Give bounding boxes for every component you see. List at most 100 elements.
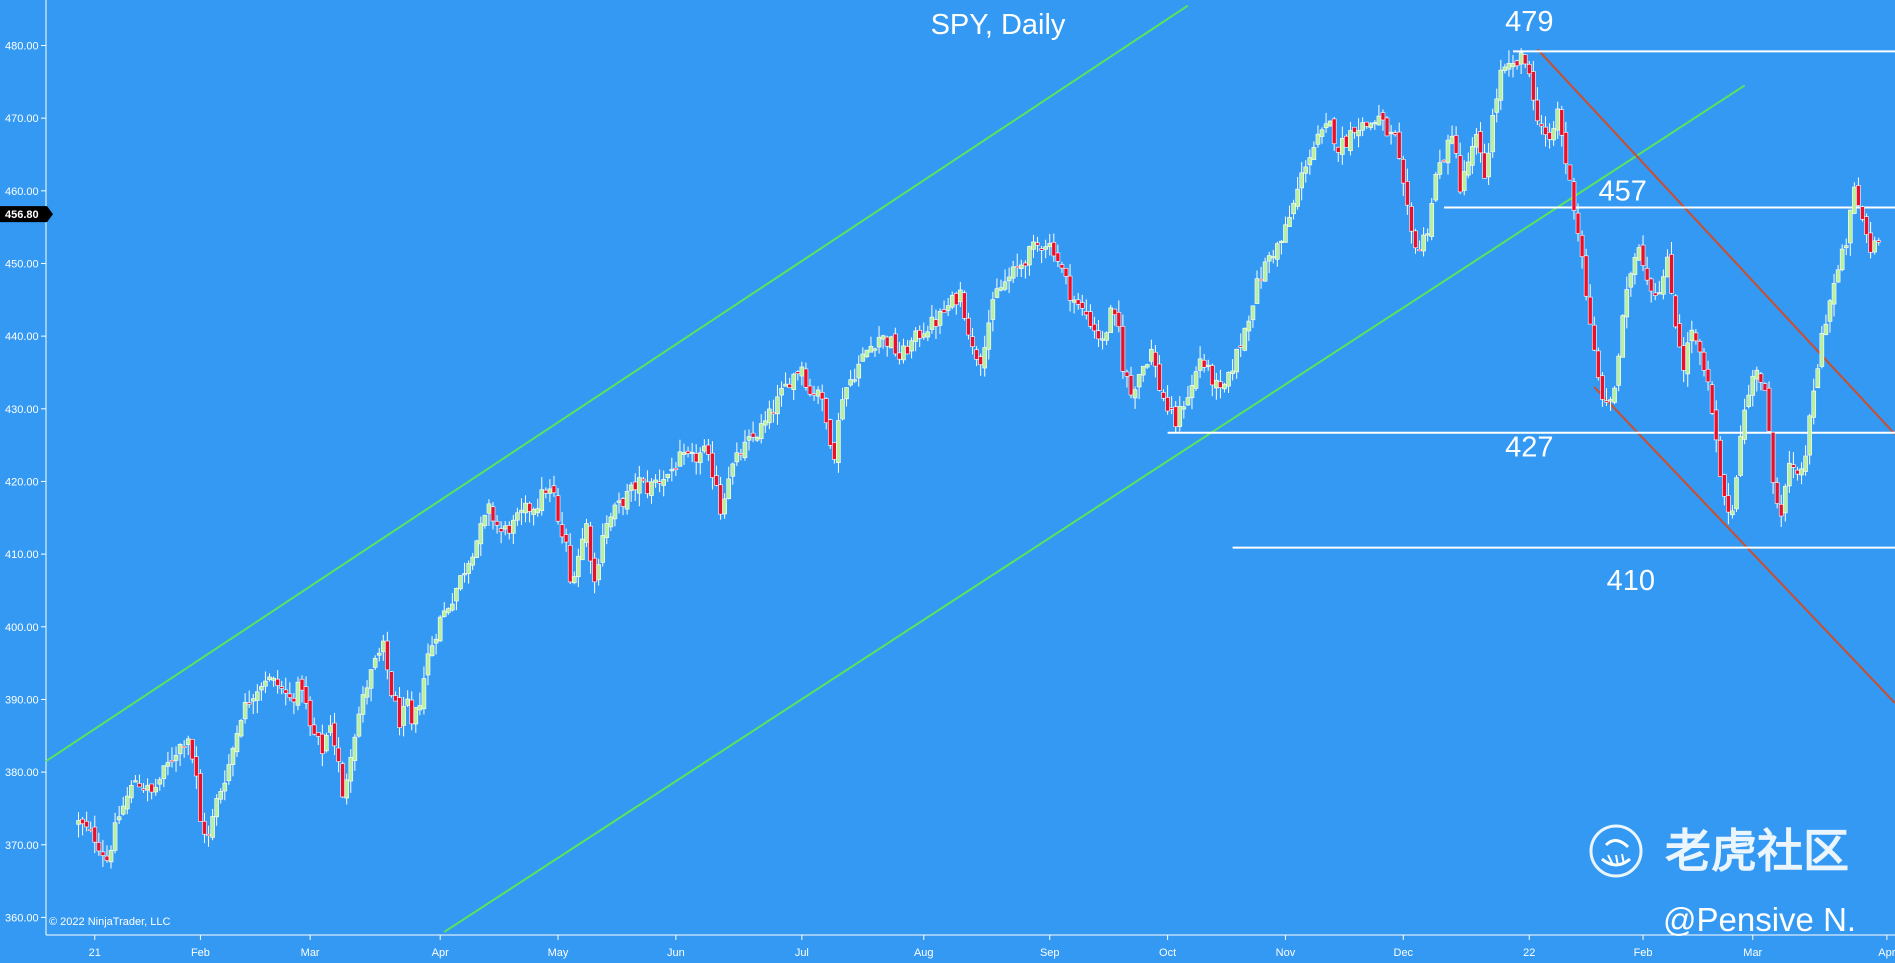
annotation-labels: 479 457 427 410: [1505, 6, 1655, 597]
candle-down: [811, 393, 817, 396]
candle-down: [1380, 112, 1386, 121]
candle-up: [937, 311, 943, 326]
candle-up: [523, 502, 528, 514]
candle-up: [1466, 161, 1471, 176]
candle-down: [1457, 155, 1463, 193]
candle-up: [344, 779, 350, 799]
candle-up: [519, 509, 524, 513]
candle-up: [1433, 173, 1439, 201]
candle-down: [771, 412, 776, 415]
candle-down: [1238, 345, 1244, 348]
candle-up: [1665, 256, 1670, 278]
candle-down: [1153, 351, 1158, 367]
candle-down: [884, 336, 890, 347]
candle-down: [189, 739, 195, 760]
candle-up: [1136, 374, 1142, 388]
candle-up: [681, 452, 687, 455]
y-tick-label: 380.00: [5, 767, 39, 779]
candle-up: [267, 676, 272, 681]
candle-down: [1535, 99, 1540, 122]
candle-down: [1547, 132, 1552, 140]
candle-down: [1526, 64, 1532, 75]
candlesticks: [76, 48, 1882, 869]
candle-down: [1543, 126, 1548, 135]
candle-up: [852, 379, 857, 382]
candle-down: [385, 640, 390, 671]
candle-up: [1372, 122, 1378, 125]
candle-up: [242, 702, 248, 720]
candle-down: [1331, 118, 1337, 145]
x-tick-label: Apr: [1878, 947, 1895, 959]
candle-up: [697, 452, 703, 464]
candle-up: [880, 335, 886, 340]
candle-down: [202, 820, 207, 835]
candle-up: [405, 698, 410, 706]
candle-up: [1835, 269, 1841, 283]
candle-down: [1531, 71, 1536, 101]
candle-down: [1575, 212, 1581, 234]
candle-down: [393, 695, 398, 702]
candle-up: [1144, 364, 1150, 368]
candle-up: [1104, 332, 1109, 341]
candle-down: [1258, 278, 1264, 282]
candle-down: [1116, 312, 1122, 327]
candle-down: [1055, 252, 1061, 262]
candle-up: [1445, 139, 1451, 164]
candle-up: [612, 504, 618, 520]
candle-down: [1364, 121, 1370, 127]
candle-up: [214, 798, 219, 818]
candle-up: [1738, 435, 1743, 476]
candle-up: [1250, 305, 1256, 321]
candle-up: [799, 366, 805, 377]
candle-up: [478, 523, 484, 545]
candle-up: [616, 500, 622, 503]
candle-down: [1604, 400, 1609, 403]
candle-up: [376, 652, 382, 656]
candle-up: [864, 349, 870, 358]
candle-down: [620, 498, 626, 507]
candle-up: [173, 754, 179, 761]
candle-up: [576, 555, 581, 578]
candle-up: [1299, 172, 1304, 189]
annotation-label: 410: [1607, 565, 1655, 597]
x-tick-label: 21: [89, 947, 101, 959]
candle-up: [1205, 364, 1211, 367]
candle-down: [1856, 185, 1861, 206]
candle-down: [389, 671, 394, 696]
candle-up: [1421, 234, 1426, 252]
candle-up: [157, 779, 163, 785]
candle-down: [1128, 375, 1134, 396]
candle-up: [1685, 342, 1691, 375]
candle-up: [446, 608, 451, 613]
candle-down: [1413, 230, 1418, 249]
candle-up: [429, 645, 435, 657]
candle-down: [966, 317, 971, 336]
trend-line-channel-lower: [443, 84, 1746, 933]
last-price-label: 456.80: [5, 209, 39, 221]
candle-up: [1356, 130, 1361, 137]
candle-up: [1100, 338, 1105, 341]
candle-up: [628, 484, 634, 491]
candle-up: [352, 736, 358, 761]
candle-down: [1417, 248, 1422, 252]
candle-down: [1218, 381, 1223, 388]
candle-up: [1746, 394, 1752, 407]
candle-down: [315, 732, 321, 737]
candle-down: [198, 773, 203, 822]
candle-down: [1344, 135, 1349, 148]
candle-down: [828, 419, 833, 446]
annotation-label: 479: [1505, 6, 1553, 38]
candle-up: [421, 678, 427, 710]
candle-down: [1023, 262, 1028, 267]
candle-down: [807, 385, 813, 395]
candle-up: [1823, 323, 1829, 336]
candle-down: [1482, 152, 1487, 179]
y-tick-label: 370.00: [5, 840, 39, 852]
candle-down: [795, 371, 801, 374]
candle-down: [1795, 469, 1800, 475]
candle-up: [466, 563, 471, 574]
candle-up: [1327, 120, 1333, 127]
candle-down: [1201, 359, 1207, 368]
x-tick-label: Oct: [1159, 947, 1176, 959]
